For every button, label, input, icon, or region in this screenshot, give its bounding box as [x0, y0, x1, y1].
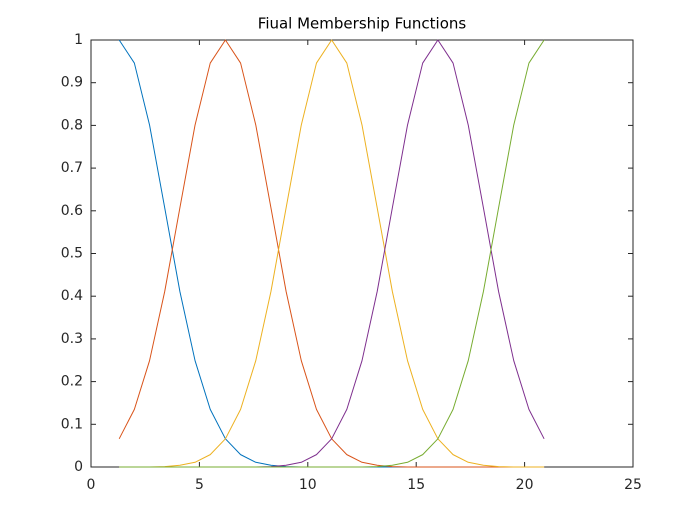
y-tick-label: 0.8: [61, 117, 83, 133]
y-tick-label: 1: [74, 32, 83, 48]
series-line: [119, 39, 545, 468]
x-tick-label: 15: [407, 477, 425, 493]
x-tick-label: 10: [299, 477, 317, 493]
x-tick-label: 25: [624, 477, 642, 493]
x-tick-label: 0: [87, 477, 96, 493]
x-tick-label: 5: [195, 477, 204, 493]
y-tick-label: 0.4: [61, 288, 83, 304]
y-tick-label: 0.3: [61, 331, 83, 347]
chart-title: Fiual Membership Functions: [258, 15, 467, 33]
y-tick-label: 0.9: [61, 75, 83, 91]
x-tick-label: 20: [516, 477, 534, 493]
y-tick-label: 0.1: [61, 416, 83, 432]
y-tick-label: 0: [74, 459, 83, 475]
y-tick-label: 0.2: [61, 374, 83, 390]
y-tick-label: 0.5: [61, 246, 83, 262]
y-tick-label: 0.6: [61, 203, 83, 219]
y-tick-label: 0.7: [61, 160, 83, 176]
series-line: [119, 39, 545, 468]
